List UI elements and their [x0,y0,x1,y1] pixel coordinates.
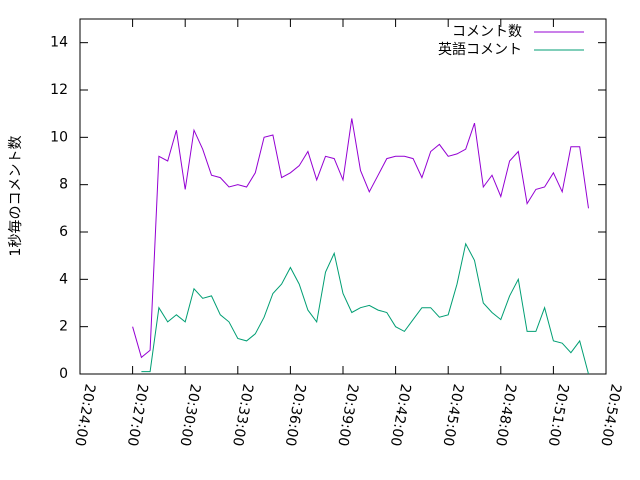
x-tick-label: 20:51:00 [545,383,572,448]
y-tick-label: 8 [59,177,68,193]
series-line [141,242,589,375]
y-tick-label: 12 [50,82,68,98]
x-tick-label: 20:24:00 [71,383,98,448]
x-tick-label: 20:39:00 [334,383,361,448]
y-tick-label: 2 [59,319,68,335]
series-line [132,118,589,359]
x-tick-label: 20:54:00 [597,383,624,448]
y-tick-label: 6 [59,224,68,240]
y-tick-label: 0 [59,366,68,382]
y-axis-label: 1秒毎のコメント数 [8,136,24,257]
x-tick-label: 20:33:00 [229,383,256,448]
x-tick-label: 20:36:00 [282,383,309,448]
y-tick-label: 14 [50,35,68,51]
x-tick-label: 20:30:00 [176,383,203,448]
x-tick-label: 20:27:00 [124,383,151,448]
x-tick-label: 20:45:00 [439,383,466,448]
y-tick-label: 4 [59,271,68,287]
y-tick-label: 10 [50,129,68,145]
legend-label: 英語コメント [438,41,522,58]
plot-border [79,18,607,375]
legend-label: コメント数 [452,24,522,40]
x-tick-label: 20:48:00 [492,383,519,448]
x-tick-label: 20:42:00 [387,383,414,448]
